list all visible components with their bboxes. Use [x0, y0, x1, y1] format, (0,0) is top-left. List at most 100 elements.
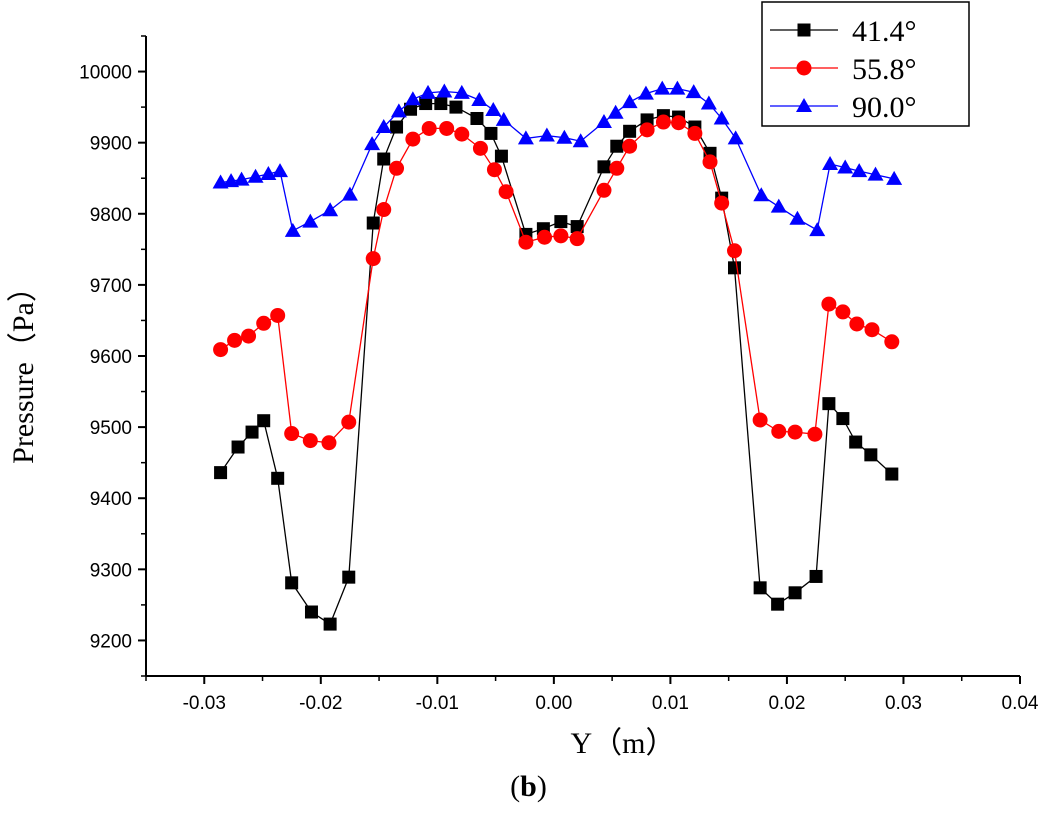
- data-point: [366, 216, 380, 230]
- data-point: [364, 136, 381, 151]
- figure-caption: (b): [0, 770, 1057, 804]
- data-point: [836, 412, 850, 426]
- y-tick-label: 9800: [90, 205, 132, 226]
- data-point: [556, 129, 573, 144]
- data-point: [285, 576, 299, 590]
- data-point: [375, 119, 392, 134]
- data-point: [390, 103, 407, 118]
- data-point: [495, 111, 512, 126]
- data-point: [610, 139, 624, 153]
- data-point: [727, 261, 741, 275]
- y-axis-title: Pressure（Pa）: [7, 272, 40, 464]
- data-point: [807, 426, 823, 442]
- x-axis-title: Y（m）: [571, 727, 676, 760]
- data-point: [271, 471, 285, 485]
- data-point: [284, 222, 301, 237]
- data-point: [609, 160, 625, 176]
- data-point: [607, 104, 624, 119]
- data-point: [270, 307, 286, 323]
- data-point: [851, 163, 868, 178]
- data-point: [714, 195, 730, 211]
- caption-open: (: [510, 770, 521, 803]
- data-point: [654, 80, 671, 95]
- data-point: [419, 97, 433, 111]
- data-point: [685, 84, 702, 99]
- series-1: [213, 114, 900, 451]
- y-tick-label: 9600: [90, 347, 132, 368]
- data-point: [770, 198, 787, 213]
- data-point: [538, 127, 555, 142]
- data-point: [864, 322, 880, 338]
- data-point: [569, 231, 585, 247]
- data-point: [377, 152, 391, 166]
- data-point: [439, 120, 455, 136]
- data-point: [342, 570, 356, 584]
- legend-label: 90.0°: [852, 91, 917, 124]
- data-point: [849, 435, 863, 449]
- data-point: [849, 316, 865, 332]
- data-point: [453, 84, 470, 99]
- data-point: [637, 85, 654, 100]
- data-point: [256, 315, 272, 331]
- data-point: [436, 83, 453, 98]
- data-point: [572, 133, 589, 148]
- y-tick-label: 9400: [90, 489, 132, 510]
- data-point: [622, 138, 638, 154]
- data-point: [885, 467, 899, 481]
- data-point: [321, 435, 337, 451]
- data-point: [639, 122, 655, 138]
- data-point: [341, 186, 358, 201]
- data-point: [864, 448, 878, 462]
- data-point: [376, 202, 392, 218]
- legend-box: [761, 1, 970, 127]
- data-point: [700, 95, 717, 110]
- data-point: [241, 328, 257, 344]
- y-tick-label: 9500: [90, 418, 132, 439]
- data-point: [304, 605, 318, 619]
- data-point: [233, 171, 250, 186]
- data-point: [322, 202, 339, 217]
- data-point: [809, 569, 823, 583]
- data-point: [257, 414, 271, 428]
- data-point: [596, 182, 612, 198]
- data-point: [821, 296, 837, 312]
- data-point: [771, 423, 787, 439]
- data-point: [485, 101, 502, 116]
- data-point: [498, 184, 514, 200]
- data-point: [822, 156, 839, 170]
- data-point: [597, 160, 611, 174]
- data-point: [554, 215, 568, 229]
- data-point: [284, 426, 300, 442]
- data-point: [420, 84, 437, 99]
- data-point: [787, 424, 803, 440]
- data-point: [486, 162, 502, 178]
- x-tick-label: 0.01: [652, 693, 689, 714]
- chart: -0.03 -0.02 -0.01 0.00 0.01 0.02 0.03 0.04 9200 9…: [7, 1, 1039, 760]
- data-point: [404, 102, 418, 116]
- data-point: [623, 124, 637, 138]
- data-point: [595, 114, 612, 129]
- data-point: [867, 166, 884, 181]
- series-line: [220, 121, 893, 444]
- data-point: [484, 126, 498, 140]
- legend-marker: [797, 23, 811, 37]
- data-point: [449, 100, 463, 114]
- data-point: [245, 425, 259, 439]
- data-point: [789, 210, 806, 225]
- data-point: [434, 97, 448, 111]
- data-point: [323, 617, 337, 631]
- legend-label: 55.8°: [852, 53, 917, 86]
- caption-close: ): [536, 770, 547, 803]
- data-point: [537, 229, 553, 245]
- data-point: [671, 115, 687, 131]
- data-point: [302, 433, 318, 449]
- legend: 41.4° 55.8° 90.0°: [761, 1, 970, 127]
- data-point: [247, 168, 264, 183]
- data-point: [822, 397, 836, 411]
- data-point: [213, 342, 229, 358]
- data-point: [471, 92, 488, 106]
- x-tick-label: 0.02: [768, 693, 805, 714]
- data-point: [553, 228, 569, 244]
- series-0: [214, 97, 899, 631]
- x-tick-label: 0.04: [1002, 693, 1039, 714]
